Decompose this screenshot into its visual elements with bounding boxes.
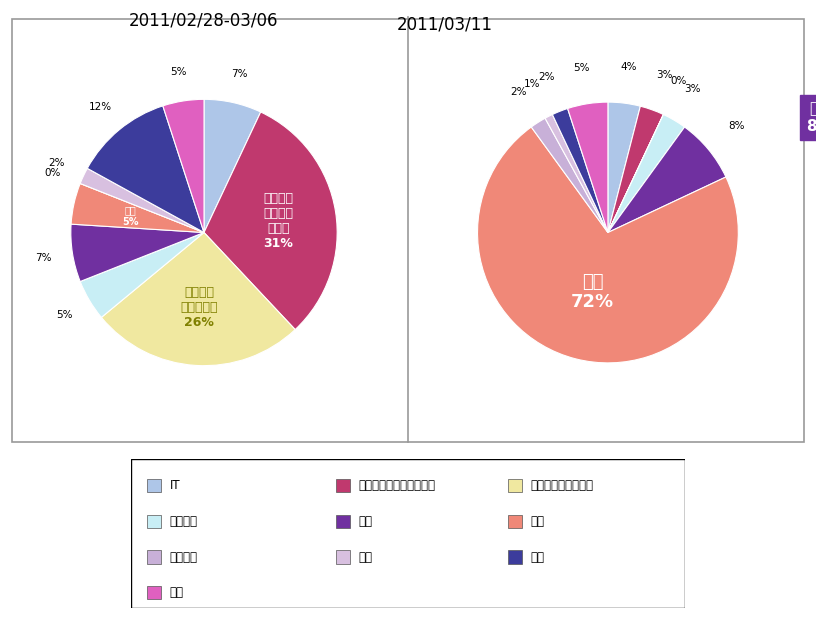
Text: 2011/03/11: 2011/03/11 <box>397 16 493 33</box>
Text: エンタメ
（アニメ
以外）
31%: エンタメ （アニメ 以外） 31% <box>264 192 293 250</box>
Wedge shape <box>552 108 608 232</box>
Text: 地震
5%: 地震 5% <box>122 205 139 227</box>
Wedge shape <box>608 127 726 232</box>
Bar <box>508 515 521 528</box>
Wedge shape <box>204 112 337 330</box>
Text: エンタメ
（アニメ）
26%: エンタメ （アニメ） 26% <box>180 286 218 329</box>
Bar <box>147 586 161 600</box>
Wedge shape <box>477 127 738 363</box>
Text: 5%: 5% <box>574 63 590 73</box>
Text: 7%: 7% <box>35 253 51 263</box>
Text: 製品: 製品 <box>170 587 184 599</box>
Wedge shape <box>204 99 260 232</box>
Text: 2%: 2% <box>510 87 527 97</box>
Wedge shape <box>608 102 641 232</box>
Wedge shape <box>101 232 295 366</box>
Text: 2%: 2% <box>539 73 555 82</box>
Wedge shape <box>80 232 204 317</box>
Wedge shape <box>545 115 608 232</box>
Text: 0%: 0% <box>45 167 61 178</box>
FancyBboxPatch shape <box>12 19 804 442</box>
Wedge shape <box>80 169 204 232</box>
Text: 4%: 4% <box>621 62 637 72</box>
Wedge shape <box>71 184 204 232</box>
Text: 5%: 5% <box>56 310 73 320</box>
Text: 12%: 12% <box>89 102 112 112</box>
Text: 3%: 3% <box>656 71 672 81</box>
Bar <box>336 515 350 528</box>
Text: 3%: 3% <box>685 84 701 94</box>
Bar <box>147 515 161 528</box>
Bar <box>336 479 350 492</box>
Text: 交通: 交通 <box>358 515 372 528</box>
Text: 8%: 8% <box>729 121 745 131</box>
Text: 地震ポジ: 地震ポジ <box>170 551 197 564</box>
Wedge shape <box>608 115 685 232</box>
Text: エンタメ（アニメ以外）: エンタメ（アニメ以外） <box>358 479 435 492</box>
Text: 地震
72%: 地震 72% <box>571 273 614 311</box>
Text: メディア: メディア <box>170 515 197 528</box>
Text: 5%: 5% <box>171 67 187 77</box>
Wedge shape <box>163 99 204 232</box>
Bar <box>147 479 161 492</box>
Wedge shape <box>87 106 204 232</box>
Text: 交通
8%: 交通 8% <box>806 101 816 134</box>
FancyBboxPatch shape <box>131 459 685 608</box>
Wedge shape <box>531 118 608 232</box>
Text: 0%: 0% <box>671 76 687 86</box>
Bar <box>508 479 521 492</box>
Wedge shape <box>80 184 204 232</box>
Title: 2011/02/28-03/06: 2011/02/28-03/06 <box>129 12 279 30</box>
Text: 地震: 地震 <box>530 515 544 528</box>
Wedge shape <box>71 224 204 281</box>
Text: 生活: 生活 <box>530 551 544 564</box>
Wedge shape <box>568 102 608 232</box>
Text: 政治: 政治 <box>358 551 372 564</box>
Wedge shape <box>608 106 663 232</box>
Text: 2%: 2% <box>49 158 65 168</box>
Bar <box>147 551 161 564</box>
Text: IT: IT <box>170 479 180 492</box>
Text: 7%: 7% <box>231 69 248 79</box>
Wedge shape <box>608 115 663 232</box>
Bar <box>508 551 521 564</box>
Text: エンタメ（アニメ）: エンタメ（アニメ） <box>530 479 593 492</box>
Text: 1%: 1% <box>524 79 540 89</box>
Bar <box>336 551 350 564</box>
